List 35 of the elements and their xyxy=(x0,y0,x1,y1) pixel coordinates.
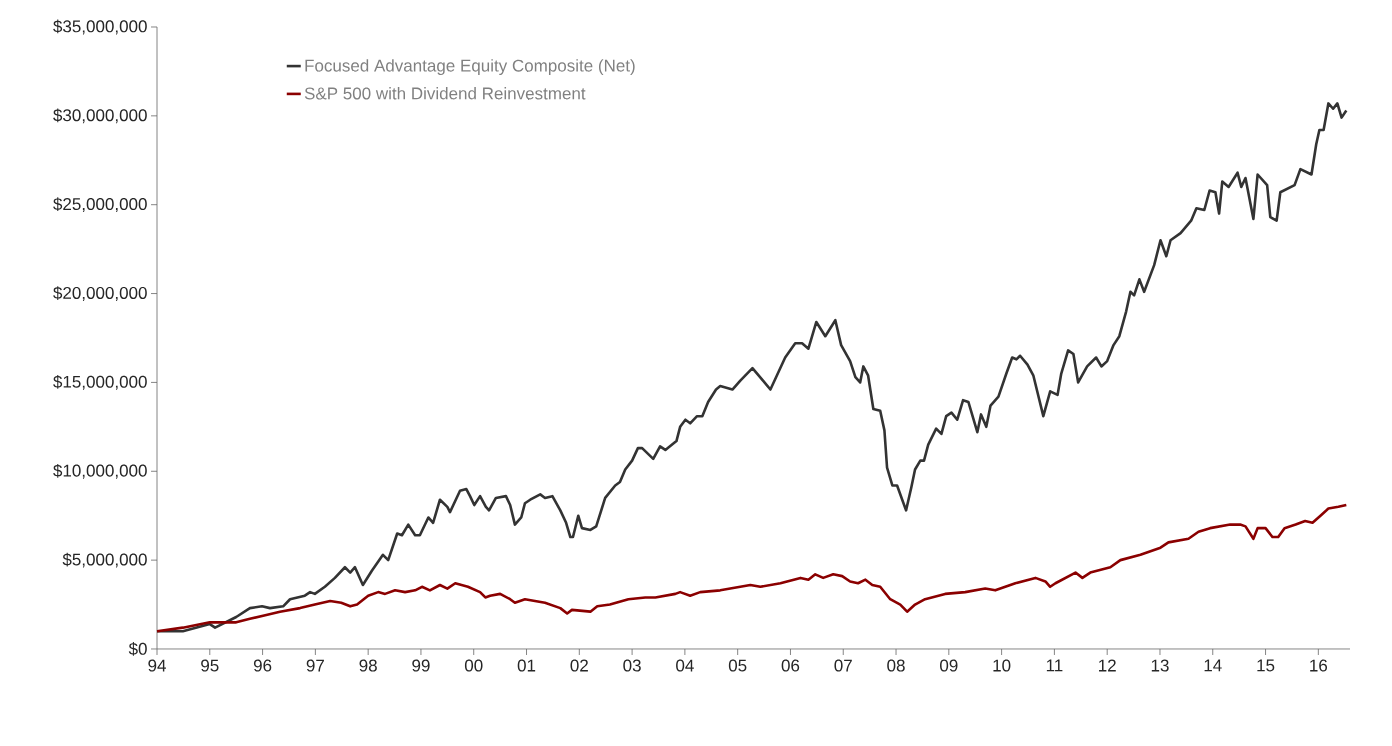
legend-label: S&P 500 with Dividend Reinvestment xyxy=(304,87,586,100)
x-tick-label: 05 xyxy=(728,659,747,672)
x-tick-label: 95 xyxy=(201,659,219,672)
x-tick-label: 15 xyxy=(1257,659,1275,672)
x-tick-label: 94 xyxy=(148,659,166,672)
y-tick-label: $35,000,000 xyxy=(53,19,147,35)
x-tick-label: 99 xyxy=(412,659,430,672)
line-series xyxy=(155,503,1348,633)
legend-label: Focused Advantage Equity Composite (Net) xyxy=(305,59,635,76)
y-tick-label: $0 xyxy=(128,642,147,656)
line-series xyxy=(155,102,1348,633)
x-tick-label: 04 xyxy=(676,659,694,672)
x-tick-label: 16 xyxy=(1310,659,1328,672)
y-tick-label: $15,000,000 xyxy=(53,375,147,390)
x-tick-label: 09 xyxy=(940,659,958,672)
x-tick-label: 96 xyxy=(253,659,272,672)
x-tick-label: 14 xyxy=(1204,659,1222,672)
y-tick-label: $25,000,000 xyxy=(53,197,147,213)
x-tick-label: 97 xyxy=(306,659,324,672)
x-tick-label: 07 xyxy=(834,659,852,672)
x-tick-label: 00 xyxy=(464,659,483,672)
y-tick-label: $20,000,000 xyxy=(53,286,147,301)
x-tick-label: 03 xyxy=(623,659,641,672)
x-tick-label: 06 xyxy=(781,659,800,672)
y-tick-label: $10,000,000 xyxy=(53,463,147,479)
x-tick-label: 10 xyxy=(993,659,1011,672)
y-tick-label: $5,000,000 xyxy=(62,552,147,568)
x-tick-label: 13 xyxy=(1151,659,1169,672)
x-tick-label: 12 xyxy=(1099,659,1116,672)
x-tick-label: 11 xyxy=(1046,659,1063,672)
y-tick-label: $30,000,000 xyxy=(53,108,147,124)
x-tick-label: 98 xyxy=(359,659,377,672)
x-tick-label: 01 xyxy=(517,659,536,672)
x-tick-label: 08 xyxy=(887,659,905,672)
x-tick-label: 02 xyxy=(570,659,588,672)
